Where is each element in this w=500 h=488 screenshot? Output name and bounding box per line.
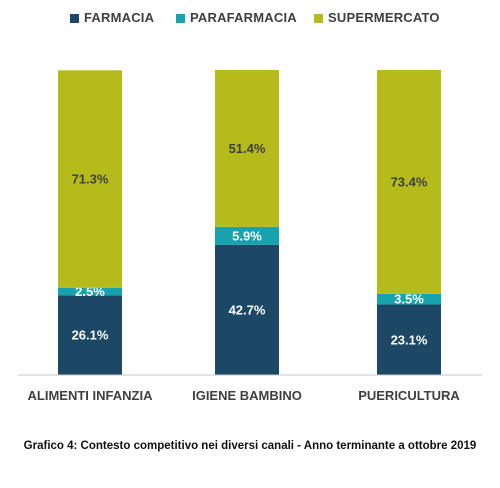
data-label-puericultura-farmacia: 23.1% xyxy=(391,332,428,347)
bar-segment-igiene-bambino-farmacia xyxy=(215,244,279,375)
data-label-igiene-bambino-parafarmacia: 5.9% xyxy=(232,228,262,243)
bar-segment-puericultura-supermercato xyxy=(377,70,441,294)
bar-group-alimenti-infanzia: 26.1% 2.5% 71.3% xyxy=(58,70,122,375)
data-label-alimenti-infanzia-supermercato: 71.3% xyxy=(72,172,109,187)
data-label-puericultura-supermercato: 73.4% xyxy=(391,174,428,189)
legend-label-supermercato: SUPERMERCATO xyxy=(328,10,440,25)
data-label-puericultura-parafarmacia: 3.5% xyxy=(394,292,424,307)
chart-legend: FARMACIA PARAFARMACIA SUPERMERCATO xyxy=(70,10,440,25)
data-label-alimenti-infanzia-farmacia: 26.1% xyxy=(72,328,109,343)
legend-swatch-supermercato xyxy=(314,14,323,23)
data-label-igiene-bambino-supermercato: 51.4% xyxy=(229,141,266,156)
chart-caption: Grafico 4: Contesto competitivo nei dive… xyxy=(23,440,477,452)
legend-swatch-farmacia xyxy=(70,14,79,23)
legend-swatch-parafarmacia xyxy=(176,14,185,23)
bar-group-igiene-bambino: 42.7% 5.9% 51.4% xyxy=(215,70,279,375)
category-label-puericultura: PUERICULTURA xyxy=(358,388,460,403)
bar-segment-alimenti-infanzia-farmacia xyxy=(58,295,122,375)
bar-segment-igiene-bambino-parafarmacia xyxy=(215,226,279,245)
bar-segment-igiene-bambino-supermercato xyxy=(215,70,279,227)
data-label-alimenti-infanzia-parafarmacia: 2.5% xyxy=(75,284,105,299)
data-label-igiene-bambino-farmacia: 42.7% xyxy=(229,302,266,317)
bar-segment-alimenti-infanzia-parafarmacia xyxy=(58,287,122,296)
bar-segment-alimenti-infanzia-supermercato xyxy=(58,70,122,288)
category-label-alimenti-infanzia: ALIMENTI INFANZIA xyxy=(28,388,154,403)
bar-segment-puericultura-parafarmacia xyxy=(377,293,441,305)
bar-segment-puericultura-farmacia xyxy=(377,304,441,375)
category-label-igiene-bambino: IGIENE BAMBINO xyxy=(192,388,302,403)
bar-groups: 26.1% 2.5% 71.3% 42.7% 5.9% 51.4% 23.1% 3.5% 73.… xyxy=(58,70,441,375)
legend-label-farmacia: FARMACIA xyxy=(84,10,155,25)
bar-group-puericultura: 23.1% 3.5% 73.4% xyxy=(377,70,441,375)
x-axis-category-labels: ALIMENTI INFANZIA IGIENE BAMBINO PUERICULT… xyxy=(28,388,461,403)
legend-label-parafarmacia: PARAFARMACIA xyxy=(190,10,297,25)
